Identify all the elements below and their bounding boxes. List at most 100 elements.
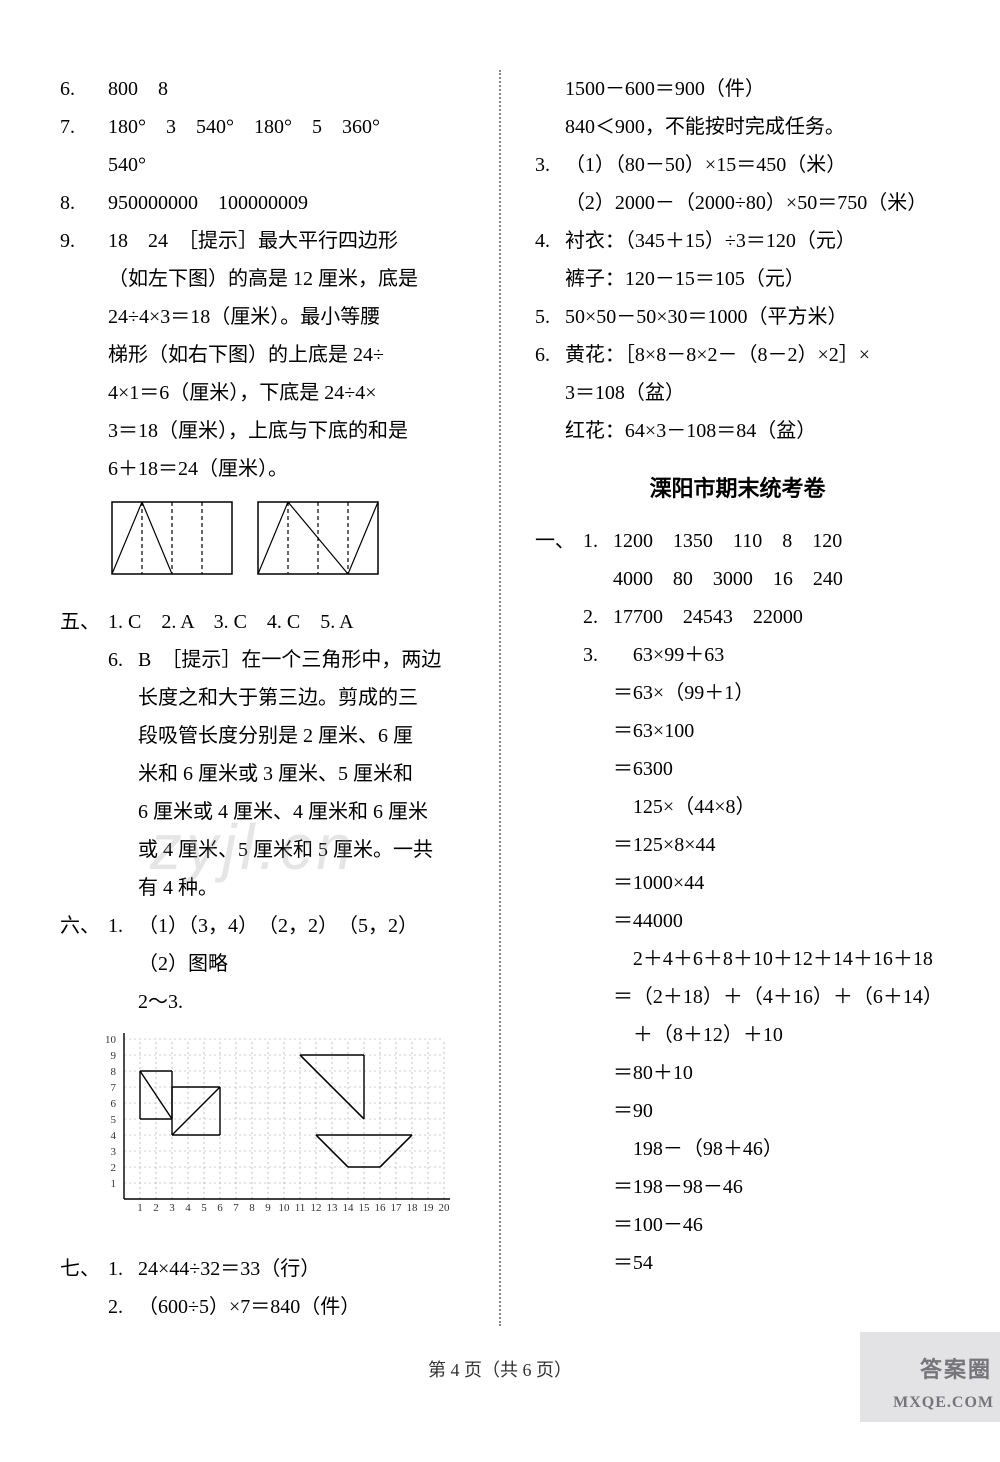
item-number: 3. <box>583 636 613 674</box>
item-text: 米和 6 厘米或 3 厘米、5 厘米和 <box>138 755 475 793</box>
list-item: ＝（2＋18）＋（4＋16）＋（6＋14） <box>535 978 940 1016</box>
svg-text:9: 9 <box>111 1050 117 1062</box>
item-text: ＝44000 <box>613 902 940 940</box>
list-item: 198－（98＋46） <box>535 1130 940 1168</box>
section-6-label: 六、 <box>60 907 108 945</box>
exam-title: 溧阳市期末统考卷 <box>535 468 940 510</box>
section-5-row: 五、 1. C 2. A 3. C 4. C 5. A <box>60 603 475 641</box>
section-7-label: 七、 <box>60 1250 108 1288</box>
svg-text:14: 14 <box>343 1202 355 1214</box>
svg-text:6: 6 <box>217 1202 223 1214</box>
list-item: 4×1＝6（厘米），下底是 24÷4× <box>60 374 475 412</box>
item-number: 7. <box>60 108 108 146</box>
list-item: 840＜900，不能按时完成任务。 <box>535 108 940 146</box>
list-item: 3＝108（盆） <box>535 374 940 412</box>
list-item: 5.50×50－50×30＝1000（平方米） <box>535 298 940 336</box>
item-number: 6. <box>60 70 108 108</box>
list-item: 2.（600÷5）×7＝840（件） <box>60 1288 475 1326</box>
item-number: 5. <box>535 298 565 336</box>
svg-text:2: 2 <box>111 1162 117 1174</box>
svg-text:12: 12 <box>311 1202 322 1214</box>
item-text: 63×99＋63 <box>613 636 940 674</box>
item-text: 18 24 ［提示］最大平行四边形 <box>108 222 475 260</box>
item-text: 裤子：120－15＝105（元） <box>565 260 940 298</box>
svg-text:15: 15 <box>359 1202 371 1214</box>
right-column: 1500－600＝900（件）840＜900，不能按时完成任务。3.（1）（80… <box>505 70 940 1326</box>
badge-url: MXQE.COM <box>893 1394 994 1412</box>
list-item: 3＝18（厘米），上底与下底的和是 <box>60 412 475 450</box>
list-item: （如左下图）的高是 12 厘米，底是 <box>60 260 475 298</box>
list-item: 540° <box>60 146 475 184</box>
item-number: 8. <box>60 184 108 222</box>
item-text: ＝90 <box>613 1092 940 1130</box>
item-text: 1500－600＝900（件） <box>565 70 940 108</box>
list-item: 米和 6 厘米或 3 厘米、5 厘米和 <box>60 755 475 793</box>
item-text: ＋（8＋12）＋10 <box>613 1016 940 1054</box>
item-number: 6. <box>535 336 565 374</box>
item-text: ＝100－46 <box>613 1206 940 1244</box>
left-column: 6.800 87.180° 3 540° 180° 5 360°540°8.95… <box>60 70 495 1326</box>
svg-text:6: 6 <box>111 1098 117 1110</box>
list-item: （2）2000－（2000÷80）×50＝750（米） <box>535 184 940 222</box>
svg-text:8: 8 <box>249 1202 255 1214</box>
svg-text:1: 1 <box>111 1178 117 1190</box>
item-text: （2）图略 <box>138 945 475 983</box>
item-number: 1. <box>108 1250 138 1288</box>
svg-text:7: 7 <box>111 1082 117 1094</box>
item-number: 1. <box>583 522 613 560</box>
list-item: ＝63×（99＋1） <box>535 674 940 712</box>
list-item: ＝54 <box>535 1244 940 1282</box>
list-item: ＝90 <box>535 1092 940 1130</box>
item-text: ＝63×100 <box>613 712 940 750</box>
list-item: 6.黄花：［8×8－8×2－（8－2）×2］× <box>535 336 940 374</box>
item-text: 950000000 100000009 <box>108 184 475 222</box>
section-5-first: 1. C 2. A 3. C 4. C 5. A <box>108 603 475 641</box>
list-item: 2～3. <box>60 983 475 1021</box>
item-number: 9. <box>60 222 108 260</box>
item-text: （2）2000－（2000÷80）×50＝750（米） <box>565 184 940 222</box>
list-item: 24÷4×3＝18（厘米）。最小等腰 <box>60 298 475 336</box>
list-item: 4.衬衣：（345＋15）÷3＝120（元） <box>535 222 940 260</box>
list-item: ＝6300 <box>535 750 940 788</box>
item-text: 6 厘米或 4 厘米、4 厘米和 6 厘米 <box>138 793 475 831</box>
svg-text:18: 18 <box>407 1202 419 1214</box>
svg-text:5: 5 <box>111 1114 117 1126</box>
item-number: 3. <box>535 146 565 184</box>
item-text: （1）（80－50）×15＝450（米） <box>565 146 940 184</box>
svg-text:17: 17 <box>391 1202 403 1214</box>
item-text: ＝125×8×44 <box>613 826 940 864</box>
item-text: 540° <box>108 146 475 184</box>
list-item: 3.（1）（80－50）×15＝450（米） <box>535 146 940 184</box>
svg-text:4: 4 <box>111 1130 117 1142</box>
column-divider <box>499 70 501 1326</box>
svg-text:3: 3 <box>111 1146 117 1158</box>
figure-quadrilaterals <box>108 496 475 595</box>
right-section-1-label: 一、 <box>535 522 583 560</box>
section-6-row: 六、 1.（1）（3，4） （2，2） （5，2） <box>60 907 475 945</box>
list-item: ＝198－98－46 <box>535 1168 940 1206</box>
item-text: 840＜900，不能按时完成任务。 <box>565 108 940 146</box>
badge-title: 答案圈 <box>920 1352 992 1384</box>
right-section-1-row: 一、 1.1200 1350 110 8 120 <box>535 522 940 560</box>
item-text: 3＝18（厘米），上底与下底的和是 <box>108 412 475 450</box>
svg-text:2: 2 <box>153 1202 159 1214</box>
item-text: 4×1＝6（厘米），下底是 24÷4× <box>108 374 475 412</box>
list-item: ＋（8＋12）＋10 <box>535 1016 940 1054</box>
item-text: 红花：64×3－108＝84（盆） <box>565 412 940 450</box>
list-item: 有 4 种。 <box>60 869 475 907</box>
list-item: 6.B ［提示］在一个三角形中，两边 <box>60 641 475 679</box>
item-text: 有 4 种。 <box>138 869 475 907</box>
section-7-row: 七、 1.24×44÷32＝33（行） <box>60 1250 475 1288</box>
list-item: 7.180° 3 540° 180° 5 360° <box>60 108 475 146</box>
list-item: ＝125×8×44 <box>535 826 940 864</box>
svg-text:8: 8 <box>111 1066 117 1078</box>
item-text: 198－（98＋46） <box>613 1130 940 1168</box>
svg-text:16: 16 <box>375 1202 387 1214</box>
item-text: ＝198－98－46 <box>613 1168 940 1206</box>
item-text: （1）（3，4） （2，2） （5，2） <box>138 907 475 945</box>
item-text: 17700 24543 22000 <box>613 598 940 636</box>
list-item: 8.950000000 100000009 <box>60 184 475 222</box>
item-text: 180° 3 540° 180° 5 360° <box>108 108 475 146</box>
svg-text:1: 1 <box>137 1202 143 1214</box>
item-text: ＝54 <box>613 1244 940 1282</box>
